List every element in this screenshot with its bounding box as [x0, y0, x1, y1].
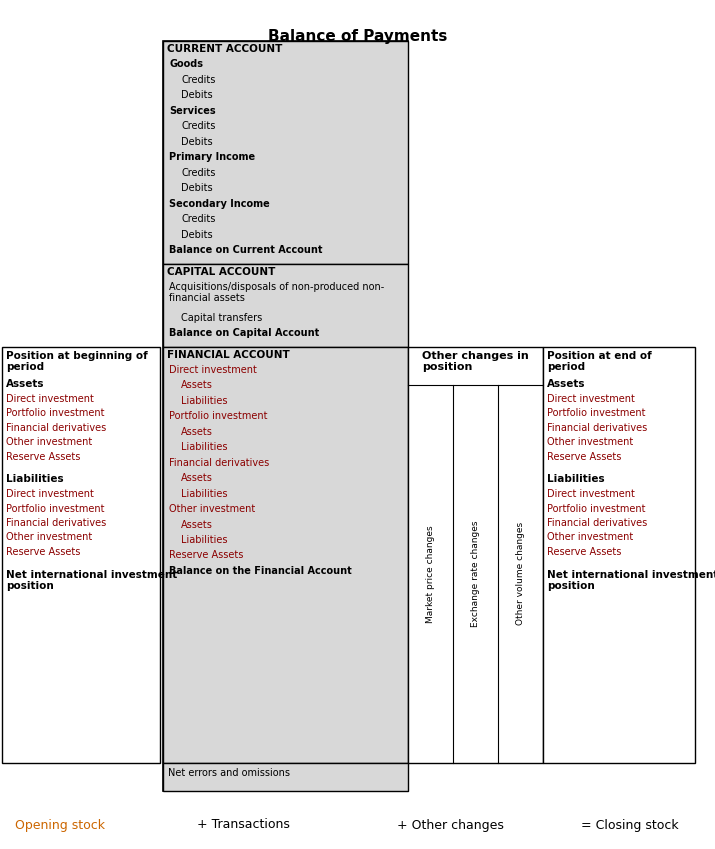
Text: CURRENT ACCOUNT: CURRENT ACCOUNT	[167, 44, 282, 54]
Text: Other volume changes: Other volume changes	[516, 522, 525, 626]
Text: Net errors and omissions: Net errors and omissions	[168, 768, 290, 778]
Text: Direct investment: Direct investment	[6, 489, 94, 499]
Bar	[163, 263, 408, 346]
Text: Direct investment: Direct investment	[6, 393, 94, 403]
Text: Portfolio investment: Portfolio investment	[169, 411, 267, 421]
Text: Debits: Debits	[181, 229, 212, 239]
Bar	[163, 41, 408, 791]
Text: Direct investment: Direct investment	[169, 364, 257, 374]
Text: Liabilities: Liabilities	[547, 474, 605, 484]
Text: Assets: Assets	[181, 520, 213, 530]
Text: + Other changes: + Other changes	[397, 818, 503, 831]
Text: Direct investment: Direct investment	[547, 489, 635, 499]
Text: Assets: Assets	[181, 380, 213, 390]
Text: Liabilities: Liabilities	[181, 396, 227, 406]
Text: Balance on Capital Account: Balance on Capital Account	[169, 328, 320, 338]
Text: + Transactions: + Transactions	[197, 818, 290, 831]
Text: Reserve Assets: Reserve Assets	[547, 547, 621, 557]
Text: Other investment: Other investment	[547, 437, 633, 447]
Text: = Closing stock: = Closing stock	[581, 818, 679, 831]
Text: Assets: Assets	[6, 379, 44, 389]
Text: Other investment: Other investment	[6, 532, 92, 543]
Bar	[2, 346, 160, 763]
Text: Financial derivatives: Financial derivatives	[6, 423, 107, 432]
Text: Balance on the Financial Account: Balance on the Financial Account	[169, 566, 352, 576]
Text: Acquisitions/disposals of non-produced non-
financial assets: Acquisitions/disposals of non-produced n…	[169, 282, 384, 303]
Text: Liabilities: Liabilities	[181, 535, 227, 545]
Bar	[543, 346, 695, 763]
Text: Assets: Assets	[547, 379, 586, 389]
Text: Liabilities: Liabilities	[181, 442, 227, 452]
Text: Portfolio investment: Portfolio investment	[6, 503, 104, 514]
Text: Market price changes: Market price changes	[426, 525, 435, 622]
Text: Assets: Assets	[181, 426, 213, 436]
Text: CAPITAL ACCOUNT: CAPITAL ACCOUNT	[167, 267, 275, 277]
Text: Position at end of
period: Position at end of period	[547, 351, 652, 372]
Text: Position at beginning of
period: Position at beginning of period	[6, 351, 148, 372]
Text: Debits: Debits	[181, 137, 212, 147]
Text: Financial derivatives: Financial derivatives	[169, 458, 270, 468]
Text: Other investment: Other investment	[547, 532, 633, 543]
Text: Credits: Credits	[181, 214, 215, 224]
Text: Credits: Credits	[181, 75, 215, 85]
Text: Secondary Income: Secondary Income	[169, 199, 270, 209]
Text: Primary Income: Primary Income	[169, 152, 255, 162]
Text: Other investment: Other investment	[169, 504, 255, 514]
Text: Exchange rate changes: Exchange rate changes	[471, 520, 480, 627]
Text: Liabilities: Liabilities	[181, 488, 227, 498]
Text: Financial derivatives: Financial derivatives	[6, 518, 107, 528]
Bar	[163, 346, 408, 763]
Text: Reserve Assets: Reserve Assets	[547, 452, 621, 462]
Text: Balance of Payments: Balance of Payments	[268, 29, 447, 44]
Text: Services: Services	[169, 105, 216, 115]
Text: Financial derivatives: Financial derivatives	[547, 423, 647, 432]
Text: Reserve Assets: Reserve Assets	[6, 452, 80, 462]
Text: Capital transfers: Capital transfers	[181, 312, 262, 323]
Text: Liabilities: Liabilities	[6, 474, 64, 484]
Text: FINANCIAL ACCOUNT: FINANCIAL ACCOUNT	[167, 350, 290, 359]
Text: Debits: Debits	[181, 90, 212, 100]
Text: Reserve Assets: Reserve Assets	[169, 550, 243, 560]
Text: Net international investment
position: Net international investment position	[547, 570, 715, 591]
Text: Debits: Debits	[181, 183, 212, 193]
Text: Financial derivatives: Financial derivatives	[547, 518, 647, 528]
Text: Other investment: Other investment	[6, 437, 92, 447]
Text: Other changes in
position: Other changes in position	[422, 351, 529, 372]
Text: Net international investment
position: Net international investment position	[6, 570, 177, 591]
Text: Direct investment: Direct investment	[547, 393, 635, 403]
Text: Reserve Assets: Reserve Assets	[6, 547, 80, 557]
Bar	[163, 41, 408, 263]
Text: Portfolio investment: Portfolio investment	[547, 408, 646, 418]
Text: Credits: Credits	[181, 167, 215, 177]
Bar	[163, 763, 408, 791]
Text: Balance on Current Account: Balance on Current Account	[169, 245, 322, 255]
Text: Credits: Credits	[181, 121, 215, 131]
Text: Portfolio investment: Portfolio investment	[6, 408, 104, 418]
Bar	[408, 346, 543, 763]
Text: Goods: Goods	[169, 59, 203, 69]
Text: Assets: Assets	[181, 473, 213, 483]
Text: Opening stock: Opening stock	[15, 818, 105, 831]
Text: Portfolio investment: Portfolio investment	[547, 503, 646, 514]
